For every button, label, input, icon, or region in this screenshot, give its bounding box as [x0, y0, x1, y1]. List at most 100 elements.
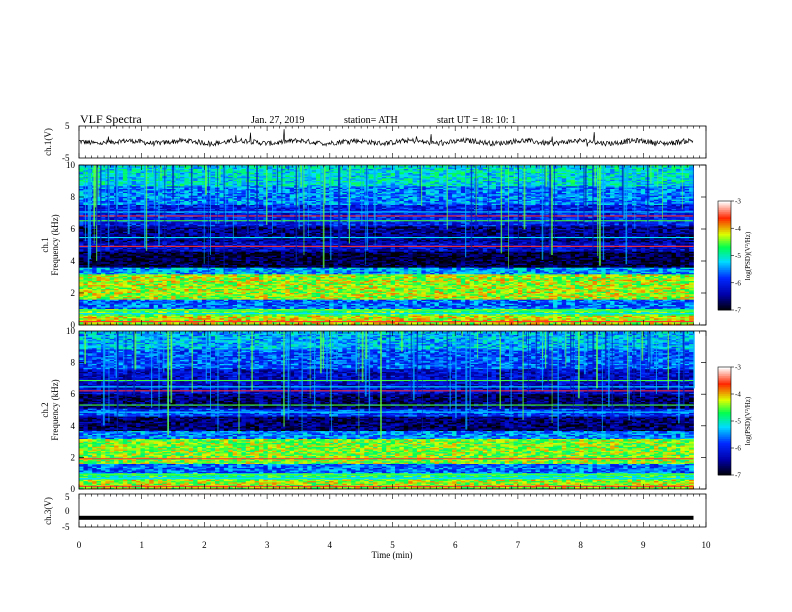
spectrogram-cell	[636, 182, 642, 185]
spectrogram-cell	[640, 179, 646, 182]
spectrogram-cell	[531, 183, 536, 186]
spectrogram-cell	[425, 174, 431, 177]
spectrogram-cell	[504, 178, 510, 181]
spectrogram-cell	[460, 183, 466, 186]
spectrogram-cell	[79, 166, 84, 169]
spectrogram-cell	[96, 170, 102, 173]
spectrogram-cell	[531, 165, 536, 167]
spectrogram-cell	[513, 178, 519, 181]
spectrogram-cell	[531, 169, 536, 171]
spectrogram-cell	[671, 165, 677, 167]
spectrogram-cell	[412, 171, 418, 174]
spectrogram-cell	[500, 178, 506, 181]
spectrogram-cell	[210, 182, 216, 185]
spectrogram-cell	[210, 167, 216, 170]
spectrogram-cell	[377, 171, 383, 174]
spectrogram-cell	[500, 174, 506, 177]
spectrogram-cell	[526, 169, 532, 171]
spectrogram-cell	[351, 174, 356, 177]
spectrogram-cell	[443, 175, 449, 178]
spectrogram-cell	[311, 173, 317, 175]
spectrogram-cell	[285, 178, 291, 181]
spectrogram-cell	[258, 166, 264, 169]
spectrogram-cell	[640, 181, 646, 183]
spectrogram-cell	[675, 169, 681, 171]
spectrogram-cell	[324, 181, 330, 183]
spectrogram-cell	[351, 171, 356, 174]
spectrogram-cell	[237, 175, 242, 178]
spectrogram-cell	[122, 165, 128, 167]
spectrogram-cell	[149, 181, 155, 183]
spectrogram-cell	[223, 166, 229, 169]
spectrogram-cell	[96, 178, 102, 181]
spectrogram-cell	[219, 166, 225, 169]
spectrogram-cell	[684, 167, 690, 170]
spectrogram-cell	[557, 174, 563, 177]
spectrogram-cell	[302, 174, 308, 177]
spectrogram-cell	[403, 182, 409, 185]
spectrogram-cell	[526, 173, 532, 175]
spectrogram-cell	[553, 183, 558, 186]
spectrogram-cell	[223, 179, 229, 182]
spectrogram-cell	[610, 170, 615, 173]
spectrogram-cell	[574, 170, 580, 173]
spectrogram-cell	[653, 178, 659, 181]
spectrogram-cell	[280, 169, 286, 171]
spectrogram-cell	[250, 169, 255, 171]
spectrogram-cell	[566, 182, 571, 185]
spectrogram-cell	[241, 171, 247, 174]
spectrogram-cell	[504, 169, 510, 171]
spectrogram-cell	[109, 174, 115, 177]
spectrogram-cell	[175, 174, 181, 177]
spectrogram-cell	[289, 183, 295, 186]
spectrogram-cell	[395, 183, 400, 186]
spectrogram-cell	[684, 181, 690, 183]
spectrogram-cell	[258, 181, 264, 183]
spectrogram-cell	[333, 174, 339, 177]
spectrogram-cell	[482, 183, 488, 186]
spectrogram-cell	[140, 181, 146, 183]
spectrogram-cell	[276, 166, 282, 169]
spectrogram-cell	[289, 171, 295, 174]
spectrogram-cell	[447, 178, 453, 181]
spectrogram-cell	[184, 174, 190, 177]
spectrogram-cell	[557, 170, 563, 173]
spectrogram-cell	[136, 171, 141, 174]
spectrogram-cell	[386, 179, 392, 182]
spectrogram-cell	[109, 166, 115, 169]
spectrogram-cell	[351, 170, 356, 173]
spectrogram-cell	[302, 182, 308, 185]
spectrogram-cell	[482, 182, 488, 185]
spectrogram-cell	[131, 174, 137, 177]
spectrogram-cell	[381, 166, 387, 169]
spectrogram-cell	[355, 177, 361, 179]
spectrogram-cell	[210, 185, 216, 187]
spectrogram-cell	[438, 175, 444, 178]
spectrogram-cell	[320, 183, 326, 186]
spectrogram-cell	[250, 173, 255, 175]
spectrogram-cell	[557, 183, 563, 186]
spectrogram-cell	[131, 175, 137, 178]
spectrogram-cell	[553, 179, 558, 182]
spectrogram-cell	[653, 170, 659, 173]
spectrogram-cell	[144, 185, 150, 187]
spectrogram-cell	[100, 165, 106, 167]
spectrogram-cell	[570, 165, 576, 167]
spectrogram-cell	[311, 174, 317, 177]
spectrogram-cell	[285, 177, 291, 179]
spectrogram-cell	[570, 182, 576, 185]
spectrogram-cell	[276, 170, 282, 173]
spectrogram-cell	[658, 177, 664, 179]
spectrogram-cell	[381, 179, 387, 182]
spectrogram-cell	[403, 174, 409, 177]
spectrogram-cell	[447, 174, 453, 177]
spectrogram-cell	[351, 173, 356, 175]
spectrogram-cell	[614, 174, 620, 177]
spectrogram-cell	[324, 169, 330, 171]
spectrogram-cell	[140, 179, 146, 182]
spectrogram-cell	[667, 183, 672, 186]
spectrogram-cell	[179, 173, 185, 175]
spectrogram-cell	[531, 182, 536, 185]
spectrogram-cell	[179, 171, 185, 174]
spectrogram-cell	[614, 167, 620, 170]
